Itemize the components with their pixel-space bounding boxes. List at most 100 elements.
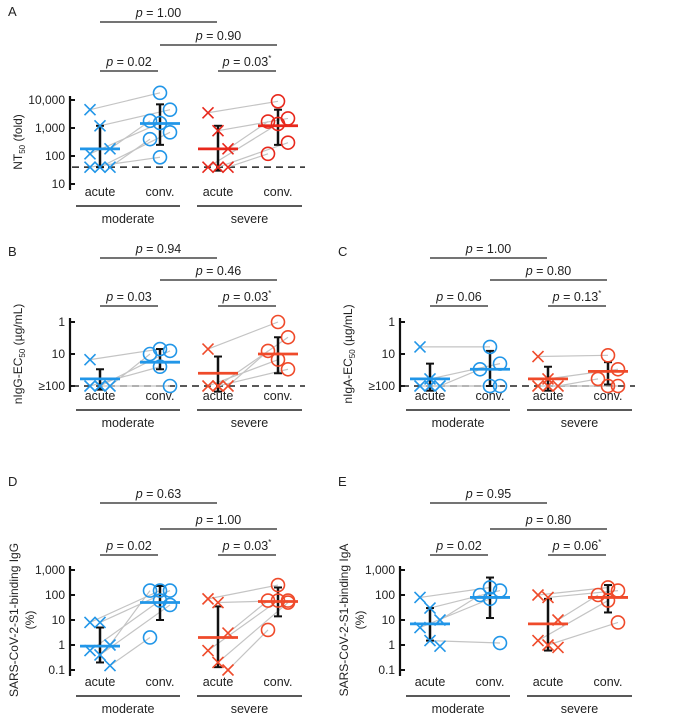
p-symbol: p (222, 55, 233, 69)
cross-mark (423, 634, 437, 647)
pvalue-label: p = 0.03* (222, 289, 272, 304)
p-symbol: p (135, 242, 146, 256)
pvalue-label: p = 0.06 (435, 290, 482, 304)
cross-mark (551, 379, 565, 393)
pair-line (537, 600, 609, 642)
cross-mark (221, 663, 235, 677)
conv-point (482, 339, 498, 355)
p-value: = 0.80 (536, 513, 571, 527)
acute-point (413, 340, 427, 353)
x-category-label: conv. (146, 185, 175, 199)
x-category-label: conv. (476, 389, 505, 403)
y-label-subscript: 50 (18, 144, 27, 153)
pair-line (109, 138, 151, 168)
cross-mark (103, 161, 117, 174)
acute-point (93, 616, 107, 629)
pair-line (109, 120, 151, 150)
y-tick-label: 10 (52, 177, 66, 191)
y-tick-label: 10 (52, 347, 66, 361)
panel-letter: A (8, 4, 17, 19)
p-symbol: p (105, 55, 116, 69)
cross-mark (201, 592, 215, 605)
y-label-suffix: (fold) (11, 114, 25, 145)
significance-star: * (268, 289, 271, 298)
acute-point (211, 379, 225, 393)
group-label: moderate (102, 212, 155, 226)
pvalue-label: p = 0.02 (105, 55, 152, 69)
pvalue-label: p = 0.03 (105, 290, 152, 304)
pvalue-label: p = 0.06* (552, 538, 602, 553)
y-tick-label: 100 (45, 588, 65, 602)
cross-mark (93, 119, 107, 132)
p-symbol: p (222, 290, 233, 304)
pair-line (227, 350, 269, 387)
cross-mark (103, 659, 117, 672)
conv-point (142, 131, 158, 147)
acute-point (413, 379, 427, 393)
conv-point (270, 314, 286, 330)
conv-point (162, 597, 178, 613)
acute-point (211, 161, 225, 174)
p-symbol: p (195, 29, 206, 43)
cross-mark (413, 591, 427, 604)
pair-line (227, 629, 269, 671)
y-tick-label: 1 (58, 315, 65, 329)
pair-line (109, 353, 151, 387)
group-label: severe (231, 702, 269, 716)
acute-point (83, 616, 97, 629)
conv-point (492, 378, 508, 394)
y-tick-label: 10 (52, 613, 66, 627)
y-axis-label-line2: (%) (23, 611, 37, 630)
p-value: = 0.06 (563, 539, 598, 553)
group-label: moderate (432, 702, 485, 716)
conv-point (600, 378, 616, 394)
acute-point (201, 161, 215, 174)
y-tick-label: 1,000 (365, 563, 395, 577)
x-category-label: acute (415, 675, 446, 689)
acute-point (83, 161, 97, 174)
conv-point (162, 343, 178, 359)
x-category-label: conv. (146, 389, 175, 403)
conv-point (600, 348, 616, 363)
conv-point (162, 378, 178, 394)
acute-point (423, 602, 437, 615)
acute-point (211, 656, 225, 669)
conv-point (260, 146, 276, 162)
conv-point (482, 580, 498, 595)
p-symbol: p (465, 242, 476, 256)
x-category-label: conv. (264, 389, 293, 403)
conv-point (270, 116, 286, 132)
conv-point (142, 346, 158, 362)
conv-point (270, 93, 286, 109)
acute-point (201, 379, 215, 393)
x-category-label: conv. (264, 185, 293, 199)
y-tick-label: 1 (388, 638, 395, 652)
pvalue-label: p = 0.46 (195, 264, 242, 278)
p-symbol: p (465, 487, 476, 501)
conv-point (260, 622, 276, 638)
cross-mark (433, 379, 447, 393)
y-tick-label: 10 (382, 347, 396, 361)
cross-mark (221, 161, 235, 174)
cross-mark (531, 588, 545, 602)
cross-mark (201, 106, 215, 119)
p-symbol: p (135, 487, 146, 501)
x-category-label: conv. (594, 389, 623, 403)
p-value: = 0.06 (447, 290, 482, 304)
pair-line (429, 363, 501, 380)
pair-line (109, 636, 151, 667)
conv-point (260, 343, 276, 359)
conv-point (260, 114, 276, 129)
pair-line (207, 321, 279, 350)
acute-point (83, 103, 97, 116)
cross-mark (531, 379, 545, 393)
conv-point (610, 615, 626, 630)
cross-mark (413, 379, 427, 393)
conv-point (610, 378, 626, 394)
y-tick-label: 1,000 (35, 121, 65, 135)
y-label-suffix: (µg/mL) (341, 304, 355, 349)
group-label: severe (231, 416, 269, 430)
p-symbol: p (195, 513, 206, 527)
x-category-label: acute (533, 675, 564, 689)
y-tick-label: 0.1 (48, 663, 65, 677)
